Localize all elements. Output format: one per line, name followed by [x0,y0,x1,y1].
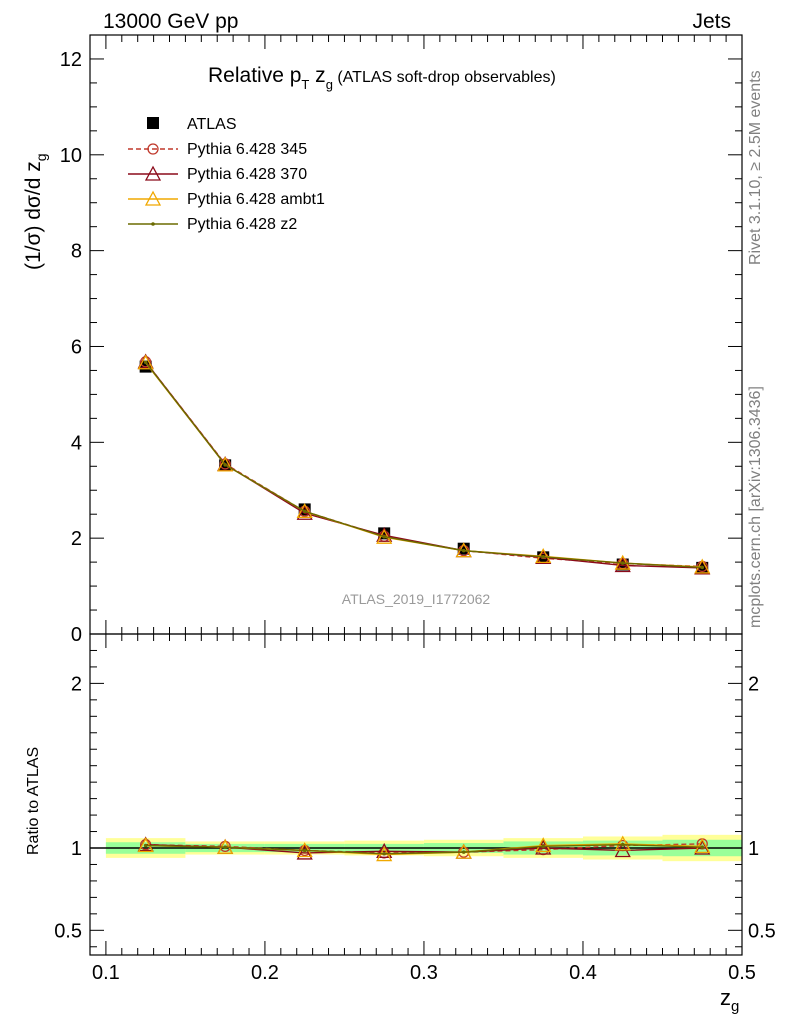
legend-marker-3 [151,222,155,226]
legend: ATLAS Pythia 6.428 345 Pythia 6.428 370 Pyt… [128,116,325,233]
ratio-tick-label-right: 0.5 [748,920,776,942]
header-left-label: 13000 GeV pp [103,10,238,33]
title-mid: z [309,64,325,87]
legend-label-1: Pythia 6.428 370 [187,166,307,183]
series-point-3 [620,561,625,565]
series-point-3 [223,463,227,467]
ratio-point-3 [541,844,546,849]
ratio-point-2 [614,835,631,851]
series-line-3 [145,361,703,569]
y-tick-label: 6 [71,336,82,358]
ratio-point-3 [223,845,227,849]
y-tick-label: 10 [60,145,82,167]
y-tick-label: 12 [60,49,82,71]
ratio-panel-frame [89,633,743,956]
atlas-data-point [457,542,470,555]
series-point-1 [376,526,393,542]
x-tick-label: 0.1 [92,962,120,984]
ratio-point-3 [620,842,625,847]
series-point-2 [137,354,154,370]
legend-label-0: Pythia 6.428 345 [187,141,307,158]
header-right-label: Jets [692,10,731,33]
legend-marker-1 [144,165,162,181]
x-tick-label: 0.5 [728,962,756,984]
ratio-tick-label-left: 2 [71,673,82,695]
ratio-point-1 [376,842,393,858]
x-tick-label: 0.3 [410,962,438,984]
series-point-2 [535,547,552,564]
y-tick-label: 8 [71,241,82,263]
rivet-label: Rivet 3.1.10, ≥ 2.5M events [747,70,764,265]
legend-label-2: Pythia 6.428 ambt1 [187,191,325,208]
series-point-3 [382,534,386,539]
ratio-point-2 [694,837,711,854]
atlas-data-point [298,503,311,516]
series-point-2 [296,502,313,518]
x-axis-label-main: z [720,985,731,1010]
legend-label-atlas: ATLAS [187,116,237,133]
legend-marker-0 [147,143,159,155]
y-tick-label: 0 [71,624,82,646]
series-point-3 [541,555,546,559]
ratio-line-3 [145,844,703,855]
legend-label-3: Pythia 6.428 z2 [187,216,297,233]
ratio-tick-label-left: 1 [71,838,82,860]
ratio-point-3 [143,843,148,848]
x-tick-label: 0.2 [251,962,279,984]
ratio-point-3 [302,848,307,853]
ratio-point-3 [700,845,705,849]
ratio-point-3 [461,850,466,854]
ratio-point-1 [296,844,313,860]
title-suffix: (ATLAS soft-drop observables) [333,69,556,86]
x-axis-label: zg [720,985,739,1015]
series-point-3 [143,360,148,365]
y-axis-label: (1/σ) dσ/d zg [22,153,49,270]
series-point-3 [700,565,705,570]
legend-marker-atlas [147,117,159,129]
ratio-y-axis-label: Ratio to ATLAS [25,747,42,855]
y-axis-label-main: (1/σ) dσ/d z [22,161,45,270]
ratio-point-1 [535,839,552,855]
series-point-2 [694,558,711,574]
chart-title: Relative pT zg (ATLAS soft-drop observab… [208,64,556,92]
title-sub-t: T [301,77,309,92]
ratio-point-3 [382,851,386,856]
analysis-watermark: ATLAS_2019_I1772062 [342,591,491,607]
series-point-2 [217,456,234,472]
title-prefix: Relative p [208,64,301,87]
title-sub-g: g [326,77,333,92]
main-panel-series [137,353,711,575]
ratio-point-2 [535,837,552,853]
series-point-1 [614,557,631,573]
ratio-tick-label-left: 0.5 [54,920,82,942]
ratio-uncertainty-bands [90,834,742,862]
y-tick-label: 4 [71,432,82,454]
y-tick-label: 2 [71,528,82,550]
x-tick-label: 0.4 [569,962,597,984]
mcplots-label: mcplots.cern.ch [arXiv:1306.3436] [747,386,764,628]
series-point-3 [302,509,307,514]
legend-marker-2 [144,190,162,206]
series-point-3 [461,548,466,553]
ratio-panel-series [137,835,711,862]
y-axis-label-sub: g [33,153,49,161]
x-axis-label-sub: g [731,998,739,1015]
ratio-tick-label-right: 2 [748,673,759,695]
ratio-tick-label-right: 1 [748,838,759,860]
